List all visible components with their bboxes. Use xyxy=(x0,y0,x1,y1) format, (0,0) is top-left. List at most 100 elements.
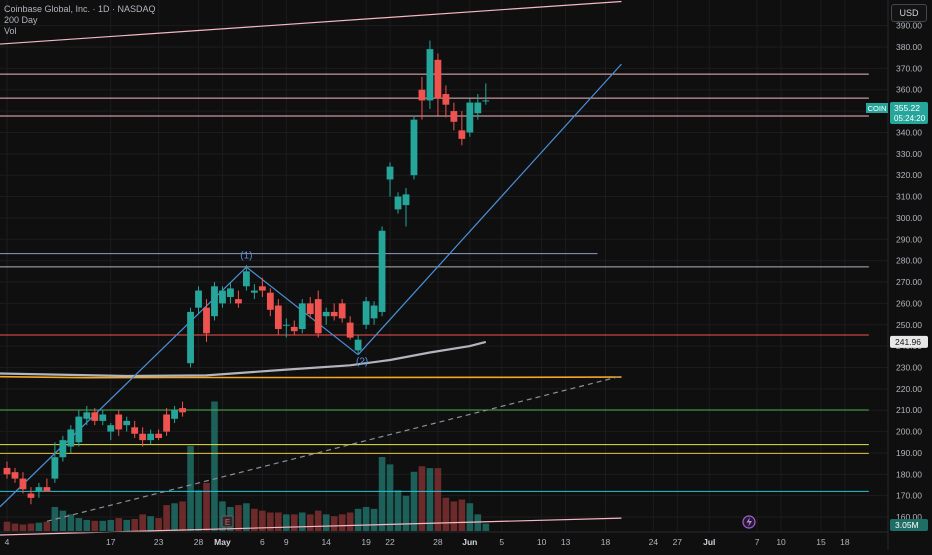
candle xyxy=(211,282,218,321)
price-tick-label: 390.00 xyxy=(896,21,922,31)
volume-bar xyxy=(51,506,59,531)
time-axis: 4 17 23 28 May 6 9 14 19 22 28 Jun 5 10 13 18 24 27 Jul 7 10… xyxy=(5,537,850,547)
ma-value-badge xyxy=(890,335,928,348)
volume-bar xyxy=(354,508,362,531)
volume-bar xyxy=(306,514,314,531)
candle-body xyxy=(75,416,83,443)
symbol-title: Coinbase Global, Inc. · 1D · NASDAQ xyxy=(4,4,156,14)
candle-body xyxy=(179,408,186,413)
earnings-icon xyxy=(221,515,234,528)
volume-bar xyxy=(283,514,290,531)
volume-bar xyxy=(442,497,450,531)
candle-body xyxy=(450,111,458,122)
volume-bar xyxy=(362,506,370,531)
volume-bar xyxy=(147,516,154,531)
volume-bar xyxy=(139,514,146,531)
volume-bar xyxy=(474,514,482,531)
price-tick-label: 200.00 xyxy=(896,427,922,437)
candle-body xyxy=(298,303,306,330)
candle-body xyxy=(99,414,107,421)
candle xyxy=(43,478,51,492)
volume-bar xyxy=(418,466,426,531)
volume-bar xyxy=(43,521,51,531)
price-tick-label: 210.00 xyxy=(896,405,922,415)
volume-bar xyxy=(394,490,402,531)
volume-bar xyxy=(426,468,434,531)
candle-body xyxy=(418,89,426,101)
volume-badge: 3.05M xyxy=(890,519,928,531)
volume-indicator-label[interactable]: Vol xyxy=(4,26,17,36)
trendline xyxy=(0,266,247,508)
candle-body xyxy=(394,196,402,210)
volume-bar xyxy=(370,508,378,531)
volume-bar xyxy=(243,503,250,531)
candle-body xyxy=(163,414,170,432)
candle-body xyxy=(354,339,362,351)
candle xyxy=(107,423,115,441)
candle-body xyxy=(91,412,99,421)
price-tick-label: 220.00 xyxy=(896,384,922,394)
candle xyxy=(450,102,458,131)
price-tick-label: 330.00 xyxy=(896,149,922,159)
candle xyxy=(19,472,27,494)
time-tick-label: 17 xyxy=(106,537,116,547)
candle xyxy=(474,94,482,120)
currency-button[interactable]: USD xyxy=(891,4,927,22)
volume-bar xyxy=(378,457,386,531)
candle xyxy=(314,290,322,338)
volume-bar xyxy=(330,516,338,531)
candle xyxy=(11,467,19,483)
candle xyxy=(195,286,202,315)
candle xyxy=(203,299,210,342)
lightning-icon-bolt xyxy=(746,517,752,527)
candle-body xyxy=(338,303,346,319)
time-tick-label: Jul xyxy=(703,537,715,547)
candle xyxy=(27,487,35,505)
candle-body xyxy=(243,271,250,287)
price-tick-label: 230.00 xyxy=(896,362,922,372)
candle xyxy=(243,264,250,291)
candle-body xyxy=(203,307,210,334)
candle-body xyxy=(466,102,474,133)
volume-bar xyxy=(314,510,322,531)
volume-bar xyxy=(59,510,67,531)
candle xyxy=(3,461,11,479)
volume-bar xyxy=(107,519,115,531)
candle xyxy=(131,420,139,438)
candle xyxy=(290,320,298,336)
time-tick-label: 15 xyxy=(816,537,826,547)
candle xyxy=(354,335,362,355)
volume-bar xyxy=(115,518,123,531)
price-axis-background xyxy=(888,0,932,550)
candle xyxy=(99,410,107,426)
chart-legend: Coinbase Global, Inc. · 1D · NASDAQ 200 … xyxy=(4,4,156,37)
price-tick-label: 380.00 xyxy=(896,42,922,52)
price-tick-label: 190.00 xyxy=(896,448,922,458)
price-tick-label: 310.00 xyxy=(896,192,922,202)
volume-bar xyxy=(19,524,27,531)
time-tick-label: 10 xyxy=(776,537,786,547)
ma-indicator-label[interactable]: 200 Day xyxy=(4,15,38,25)
candle-body xyxy=(83,412,91,419)
volume-bar xyxy=(410,471,418,531)
candle xyxy=(282,318,290,338)
volume-value-text: 3.05M xyxy=(895,520,919,530)
time-tick-label: 9 xyxy=(284,537,289,547)
candle xyxy=(386,162,394,197)
candle-body xyxy=(19,478,27,490)
time-tick-label: 28 xyxy=(194,537,204,547)
candle xyxy=(370,301,378,325)
price-tick-label: 370.00 xyxy=(896,63,922,73)
time-tick-label: 19 xyxy=(361,537,371,547)
candle-body xyxy=(442,94,450,105)
candle-body xyxy=(274,305,282,330)
candle-body xyxy=(330,311,338,317)
volume-bar xyxy=(466,503,474,531)
price-tick-label: 360.00 xyxy=(896,85,922,95)
price-tick-label: 300.00 xyxy=(896,213,922,223)
candle-body xyxy=(123,420,131,426)
time-tick-label: 14 xyxy=(321,537,331,547)
